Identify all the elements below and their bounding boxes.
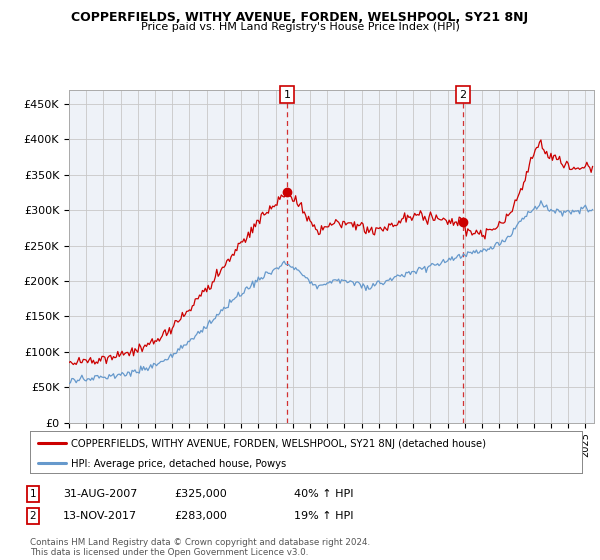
Text: HPI: Average price, detached house, Powys: HPI: Average price, detached house, Powy… <box>71 459 287 469</box>
Text: £283,000: £283,000 <box>174 511 227 521</box>
Text: 1: 1 <box>284 90 290 100</box>
Text: 13-NOV-2017: 13-NOV-2017 <box>63 511 137 521</box>
Text: £325,000: £325,000 <box>174 489 227 499</box>
Text: 1: 1 <box>29 489 37 499</box>
Text: Price paid vs. HM Land Registry's House Price Index (HPI): Price paid vs. HM Land Registry's House … <box>140 22 460 32</box>
Text: 2: 2 <box>459 90 466 100</box>
Text: 19% ↑ HPI: 19% ↑ HPI <box>294 511 353 521</box>
Text: COPPERFIELDS, WITHY AVENUE, FORDEN, WELSHPOOL, SY21 8NJ: COPPERFIELDS, WITHY AVENUE, FORDEN, WELS… <box>71 11 529 24</box>
Text: COPPERFIELDS, WITHY AVENUE, FORDEN, WELSHPOOL, SY21 8NJ (detached house): COPPERFIELDS, WITHY AVENUE, FORDEN, WELS… <box>71 439 487 449</box>
Text: Contains HM Land Registry data © Crown copyright and database right 2024.
This d: Contains HM Land Registry data © Crown c… <box>30 538 370 557</box>
Text: 40% ↑ HPI: 40% ↑ HPI <box>294 489 353 499</box>
Text: 31-AUG-2007: 31-AUG-2007 <box>63 489 137 499</box>
Text: 2: 2 <box>29 511 37 521</box>
